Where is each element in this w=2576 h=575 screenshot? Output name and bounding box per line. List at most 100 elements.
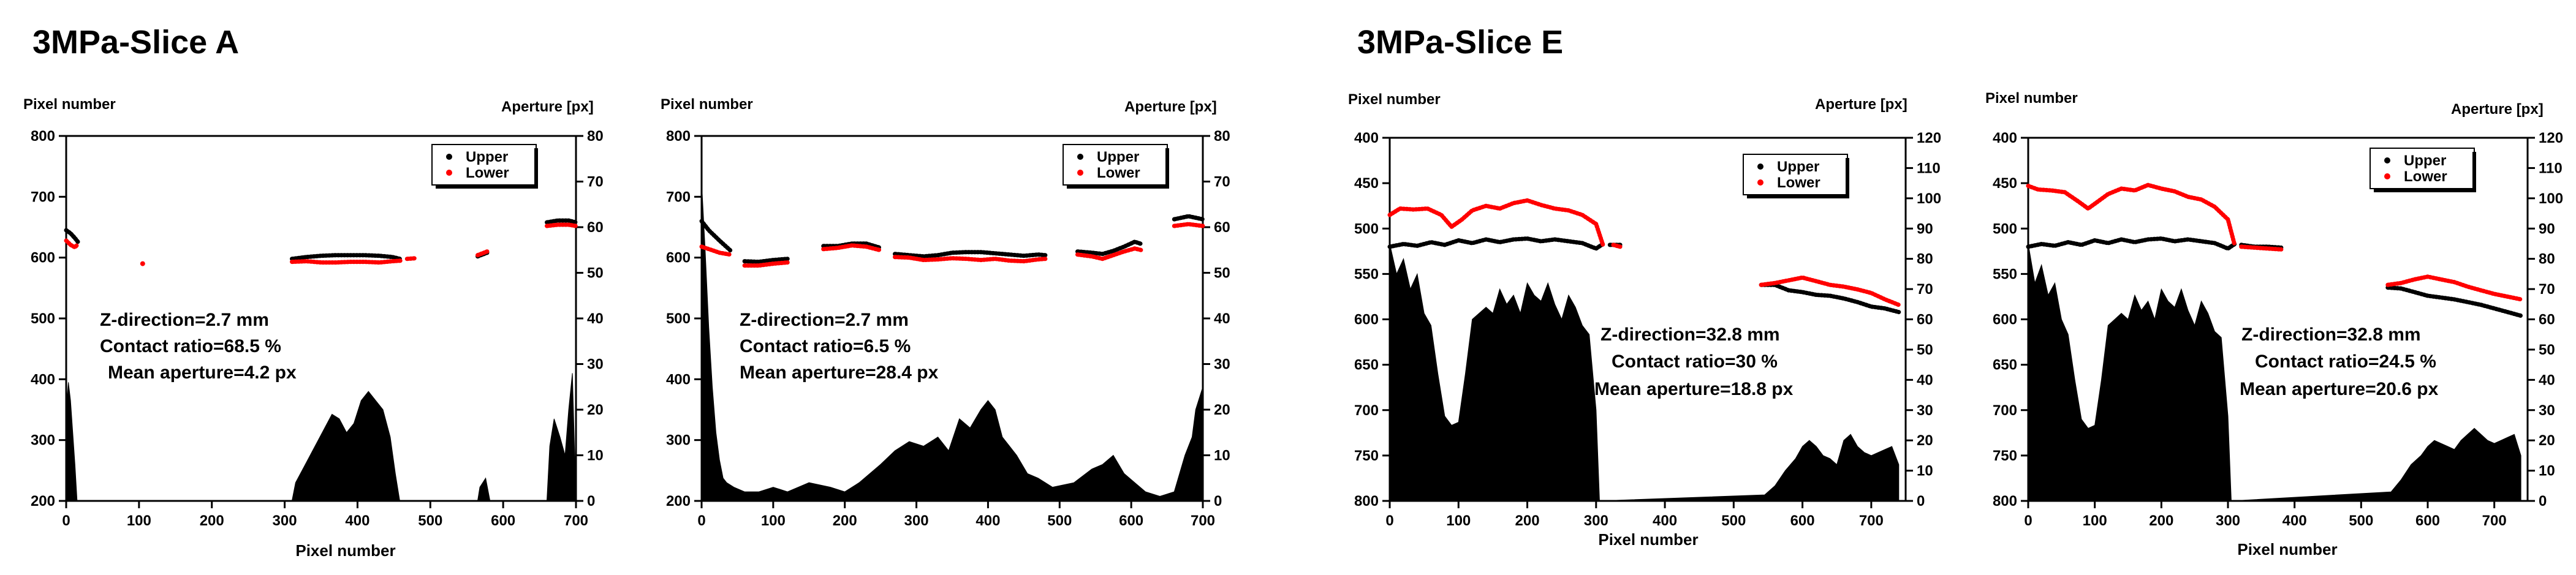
upper-trace-3	[1759, 282, 1901, 315]
y-left-tick-label: 200	[31, 493, 55, 509]
x-tick-label: 500	[1721, 513, 1746, 529]
x-tick-label: 400	[975, 513, 1000, 529]
annotation-1: Z-direction=32.8 mm	[2241, 325, 2421, 345]
legend-lower-label: Lower	[1097, 165, 1140, 181]
section-title-slice-e: 3MPa-Slice E	[1357, 24, 1564, 61]
y-right-tick-label: 80	[1917, 251, 1933, 268]
y-left-tick-label: 450	[1993, 175, 2017, 192]
aperture-area-2	[291, 391, 400, 502]
annotation-2: Contact ratio=6.5 %	[740, 336, 911, 356]
y-right-tick-label: 110	[2539, 160, 2563, 176]
y-right-tick-label: 50	[587, 265, 604, 282]
aperture-area-3	[477, 477, 491, 502]
x-tick-label: 700	[2482, 513, 2507, 529]
y-right-tick-label: 80	[1214, 128, 1230, 145]
legend-upper-marker	[446, 154, 452, 160]
y-right-tick-label: 0	[587, 493, 595, 509]
annotation-1: Z-direction=32.8 mm	[1601, 325, 1780, 345]
y-left-tick-label: 800	[1354, 493, 1379, 509]
x-tick-label: 100	[2083, 513, 2107, 529]
x-axis-label: Pixel number	[1598, 530, 1698, 549]
upper-trace-1	[1387, 236, 1605, 251]
legend-lower-label: Lower	[466, 165, 509, 181]
upper-trace-4	[893, 250, 1048, 259]
y-right-tick-label: 70	[587, 174, 604, 190]
y-right-axis-label: Aperture [px]	[1124, 99, 1217, 115]
y-left-axis-label: Pixel number	[1348, 91, 1441, 108]
y-right-tick-label: 50	[2539, 342, 2555, 358]
x-tick-label: 0	[2024, 513, 2032, 529]
upper-trace-3	[2385, 285, 2523, 318]
aperture-area-1	[701, 181, 1203, 502]
x-tick-label: 400	[345, 513, 369, 529]
y-right-tick-label: 0	[1917, 493, 1925, 509]
aperture-area-1	[66, 382, 78, 502]
y-right-tick-label: 70	[2539, 281, 2555, 298]
y-right-tick-label: 50	[1214, 265, 1230, 282]
y-left-tick-label: 650	[1354, 357, 1379, 374]
aperture-area-1	[2028, 243, 2521, 502]
legend-box	[1063, 144, 1168, 186]
y-left-tick-label: 300	[31, 432, 55, 449]
y-right-tick-label: 60	[587, 219, 604, 236]
lower-point	[140, 261, 145, 266]
aperture-area-4	[546, 373, 577, 502]
legend-upper-label: Upper	[466, 149, 508, 165]
legend-upper-label: Upper	[1097, 149, 1139, 165]
lower-trace-1	[64, 238, 80, 250]
y-right-tick-label: 50	[1917, 342, 1933, 358]
y-right-tick-label: 10	[587, 448, 604, 464]
lower-trace-5	[1075, 246, 1145, 261]
x-tick-label: 200	[1515, 513, 1540, 529]
lower-trace-1	[2026, 182, 2237, 247]
x-tick-label: 300	[1584, 513, 1608, 529]
y-right-tick-label: 20	[1214, 402, 1230, 418]
y-right-tick-label: 40	[2539, 372, 2555, 388]
x-tick-label: 500	[418, 513, 442, 529]
x-tick-label: 400	[2282, 513, 2307, 529]
y-left-tick-label: 650	[1993, 357, 2017, 374]
y-left-tick-label: 200	[666, 493, 691, 509]
x-tick-label: 600	[1119, 513, 1143, 529]
x-axis-label: Pixel number	[295, 541, 395, 560]
y-right-tick-label: 80	[587, 128, 604, 145]
y-left-axis-label: Pixel number	[1985, 90, 2078, 107]
y-right-tick-label: 0	[1214, 493, 1222, 509]
y-left-tick-label: 400	[31, 371, 55, 388]
legend-lower-marker	[446, 170, 452, 176]
y-right-tick-label: 10	[2539, 463, 2555, 479]
upper-trace-1	[64, 228, 80, 244]
lower-trace-2	[2239, 244, 2284, 252]
y-right-tick-label: 110	[1917, 160, 1941, 176]
y-left-tick-label: 750	[1354, 448, 1379, 464]
y-left-axis-label: Pixel number	[23, 96, 116, 113]
annotation-3: Mean aperture=18.8 px	[1594, 379, 1794, 399]
annotation-3: Mean aperture=28.4 px	[740, 363, 939, 383]
chart-panel-4: 0 100 200 300 400 500 600 700400450500550600650…	[1985, 90, 2563, 558]
y-right-tick-label: 120	[1917, 130, 1941, 146]
legend-upper-marker	[1077, 154, 1083, 160]
x-tick-label: 200	[2149, 513, 2173, 529]
y-left-tick-label: 600	[31, 250, 55, 266]
y-left-tick-label: 500	[1354, 220, 1379, 237]
lower-trace-6	[1172, 222, 1205, 228]
y-left-tick-label: 600	[666, 250, 691, 266]
x-tick-label: 500	[1047, 513, 1072, 529]
y-right-tick-label: 40	[1214, 310, 1230, 327]
x-tick-label: 0	[697, 513, 705, 529]
lower-trace-4	[893, 255, 1048, 264]
upper-trace-1	[699, 219, 733, 253]
x-tick-label: 300	[273, 513, 297, 529]
y-left-tick-label: 400	[1354, 130, 1379, 146]
y-left-tick-label: 550	[1354, 266, 1379, 282]
lower-trace-5	[475, 249, 490, 258]
y-right-tick-label: 40	[1917, 372, 1933, 388]
y-left-tick-label: 600	[1354, 312, 1379, 328]
upper-trace-6	[1172, 214, 1205, 222]
legend-upper-label: Upper	[2404, 152, 2446, 169]
y-right-tick-label: 20	[2539, 432, 2555, 449]
y-right-tick-label: 30	[2539, 402, 2555, 419]
x-tick-label: 100	[761, 513, 786, 529]
